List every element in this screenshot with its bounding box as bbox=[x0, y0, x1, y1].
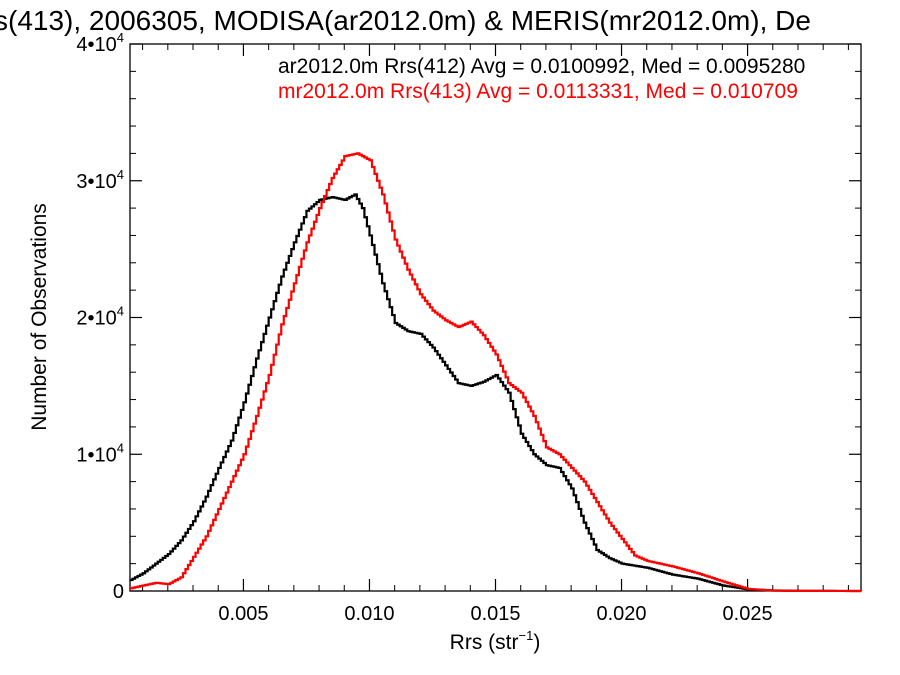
chart-title: s(413), 2006305, MODISA(ar2012.0m) & MER… bbox=[0, 5, 811, 36]
plot-frame bbox=[129, 43, 862, 592]
y-tick-label: 3•104 bbox=[76, 167, 124, 193]
y-tick-label: 4•104 bbox=[76, 30, 124, 56]
x-tick-label: 0.010 bbox=[344, 603, 394, 625]
series-line-2 bbox=[130, 152, 863, 593]
series-group bbox=[130, 152, 863, 593]
x-axis-ticks: 0.005 0.010 0.015 0.020 0.025 bbox=[142, 44, 849, 625]
y-tick-label: 0 bbox=[113, 581, 124, 603]
x-tick-label: 0.025 bbox=[723, 603, 773, 625]
x-tick-label: 0.005 bbox=[218, 603, 268, 625]
legend-entry-2: mr2012.0m Rrs(413) Avg = 0.0113331, Med … bbox=[278, 80, 798, 103]
x-axis-label: Rrs (str−1) bbox=[450, 628, 541, 654]
series-line-1 bbox=[130, 193, 863, 593]
x-axis-label-close: ) bbox=[533, 631, 540, 654]
x-tick-label: 0.020 bbox=[597, 603, 647, 625]
x-axis-label-main: Rrs (str bbox=[450, 631, 519, 654]
y-tick-label: 2•104 bbox=[76, 304, 124, 330]
legend-entry-1: ar2012.0m Rrs(412) Avg = 0.0100992, Med … bbox=[278, 55, 805, 78]
y-axis-label: Number of Observations bbox=[28, 203, 51, 431]
y-axis-ticks: 0 1•104 2•104 3•104 4•104 bbox=[76, 30, 861, 603]
x-tick-label: 0.015 bbox=[470, 603, 520, 625]
x-axis-label-exponent: −1 bbox=[519, 628, 534, 643]
y-tick-label: 1•104 bbox=[76, 440, 124, 466]
